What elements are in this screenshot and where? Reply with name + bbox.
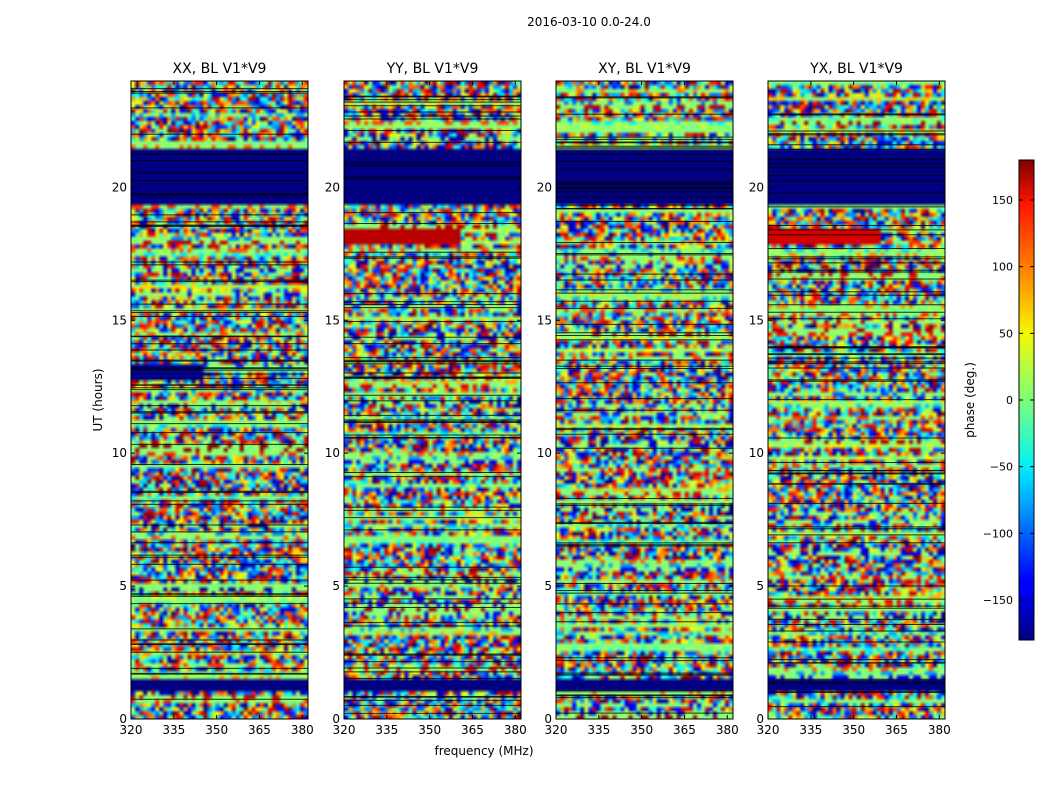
y-tick-label: 10: [112, 446, 127, 460]
x-tick-label: 380: [928, 723, 951, 737]
x-tick-label: 365: [885, 723, 908, 737]
y-tick-label: 20: [112, 180, 127, 194]
panel-title: XX, BL V1*V9: [173, 61, 267, 77]
y-tick-label: 5: [332, 579, 340, 593]
panel-4: YX, BL V1*V9 320 335 350 365 380 0 5 10 15 20: [749, 61, 951, 737]
x-tick-label: 380: [716, 723, 739, 737]
colorbar-tick-label: 50: [999, 327, 1013, 340]
x-tick-label: 320: [120, 723, 143, 737]
y-tick-label: 15: [749, 313, 764, 327]
colorbar-tick-label: 0: [1006, 394, 1013, 407]
colorbar-tick-label: 150: [992, 194, 1013, 207]
panel-frame: [343, 80, 522, 720]
colorbar-tick-label: 100: [992, 261, 1013, 274]
x-tick-label: 365: [673, 723, 696, 737]
heatmap-image-3: [556, 81, 733, 719]
panel-frame: [555, 80, 734, 720]
x-tick-label: 380: [291, 723, 314, 737]
x-axis-label: frequency (MHz): [434, 744, 533, 758]
y-tick-label: 0: [119, 712, 127, 726]
y-tick-label: 20: [537, 180, 552, 194]
heatmap-image-1: [131, 81, 308, 719]
y-tick-label: 20: [749, 180, 764, 194]
y-tick-label: 15: [112, 313, 127, 327]
panel-3: XY, BL V1*V9 320 335 350 365 380 0 5 10 15 20: [537, 61, 739, 737]
y-tick-label: 20: [325, 180, 340, 194]
panel-1: XX, BL V1*V9 320 335 350 365 380 0 5 10 15 20: [112, 61, 314, 737]
x-tick-label: 350: [630, 723, 653, 737]
x-tick-label: 365: [248, 723, 271, 737]
colorbar-tick-label: −100: [983, 527, 1013, 540]
colorbar-ticks: −150 −100 −50 0 50 100 150: [983, 194, 1034, 607]
x-tick-label: 350: [205, 723, 228, 737]
y-tick-label: 15: [537, 313, 552, 327]
x-tick-label: 335: [375, 723, 398, 737]
x-tick-label: 380: [504, 723, 527, 737]
colorbar-tick-label: −50: [990, 461, 1013, 474]
x-tick-label: 350: [842, 723, 865, 737]
y-tick-label: 10: [537, 446, 552, 460]
colorbar-label: phase (deg.): [963, 362, 977, 438]
panel-title: YY, BL V1*V9: [386, 61, 479, 77]
panel-2: YY, BL V1*V9 320 335 350 365 380 0 5 10 15 20: [325, 61, 527, 737]
y-tick-label: 10: [749, 446, 764, 460]
panel-title: XY, BL V1*V9: [598, 61, 691, 77]
y-tick-label: 10: [325, 446, 340, 460]
y-tick-label: 15: [325, 313, 340, 327]
colorbar: −150 −100 −50 0 50 100 150 phase (deg.): [963, 159, 1035, 641]
panel-title: YX, BL V1*V9: [809, 61, 903, 77]
y-tick-label: 0: [332, 712, 340, 726]
y-tick-label: 5: [119, 579, 127, 593]
y-axis-label: UT (hours): [91, 368, 105, 431]
colorbar-tick-label: −150: [983, 594, 1013, 607]
x-tick-label: 350: [418, 723, 441, 737]
x-tick-label: 320: [333, 723, 356, 737]
x-tick-label: 335: [587, 723, 610, 737]
figure-title: 2016-03-10 0.0-24.0: [527, 15, 651, 29]
x-tick-label: 320: [545, 723, 568, 737]
x-tick-label: 335: [799, 723, 822, 737]
x-tick-label: 365: [461, 723, 484, 737]
panel-frame: [767, 80, 946, 720]
y-tick-label: 0: [756, 712, 764, 726]
y-tick-label: 5: [544, 579, 552, 593]
x-tick-label: 335: [162, 723, 185, 737]
heatmap-image-2: [344, 81, 521, 719]
panel-frame: [130, 80, 309, 720]
y-tick-label: 0: [544, 712, 552, 726]
x-tick-label: 320: [757, 723, 780, 737]
y-tick-label: 5: [756, 579, 764, 593]
